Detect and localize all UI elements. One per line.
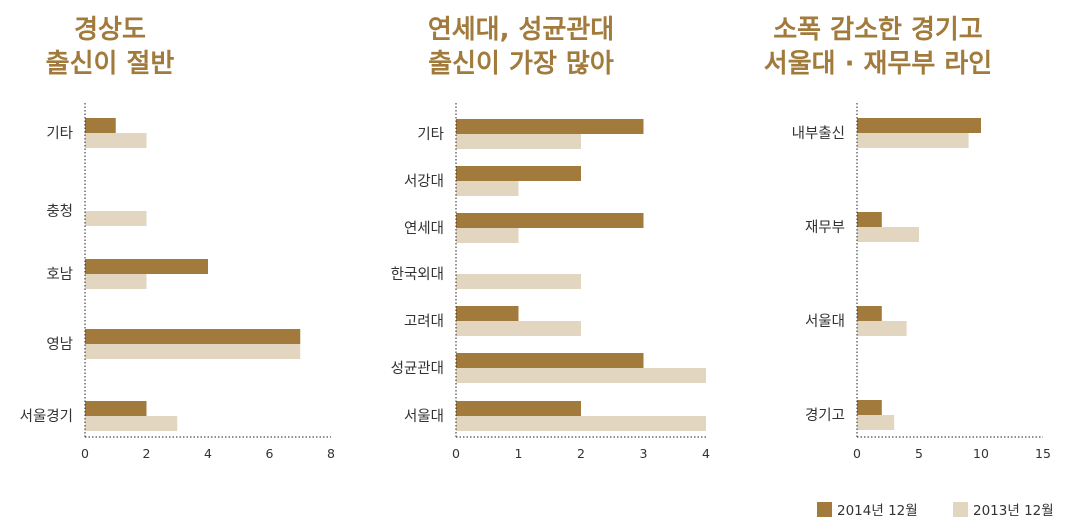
bar-2013 [857, 321, 907, 336]
category-label: 경기고 [805, 407, 845, 424]
bar-2013 [456, 134, 581, 149]
chart-title-line: 연세대, 성균관대 [428, 15, 614, 45]
category-label: 기타 [417, 126, 444, 143]
bar-2014 [456, 119, 644, 134]
bar-2013 [456, 416, 706, 431]
x-tick-label: 6 [266, 446, 274, 461]
x-tick-label: 4 [702, 446, 710, 461]
bar-2014 [85, 401, 147, 416]
bar-2014 [857, 212, 882, 227]
category-label: 호남 [46, 266, 73, 283]
bar-2013 [857, 133, 969, 148]
legend-label-2013: 2013년 12월 [973, 503, 1054, 519]
x-tick-label: 0 [853, 446, 861, 461]
bar-2013 [456, 368, 706, 383]
chart-title-line: 출신이 가장 많아 [428, 49, 614, 79]
bar-2013 [456, 274, 581, 289]
category-label: 한국외대 [391, 266, 444, 283]
x-tick-label: 8 [327, 446, 335, 461]
bar-2014 [857, 306, 882, 321]
chart-title-line: 경상도 [74, 15, 146, 45]
bar-2014 [456, 353, 644, 368]
category-label: 영남 [46, 336, 73, 353]
legend-swatch-2014 [817, 502, 832, 517]
category-label: 충청 [46, 203, 73, 220]
category-label: 기타 [46, 125, 73, 142]
x-tick-label: 0 [452, 446, 460, 461]
x-tick-label: 0 [81, 446, 89, 461]
chart-title-line: 소폭 감소한 경기고 [773, 15, 982, 45]
bar-2013 [456, 321, 581, 336]
category-label: 재무부 [805, 219, 845, 236]
category-label: 서울대 [805, 313, 845, 330]
x-tick-label: 5 [915, 446, 923, 461]
legend-swatch-2013 [953, 502, 968, 517]
legend-label-2014: 2014년 12월 [837, 503, 918, 519]
x-tick-label: 1 [515, 446, 523, 461]
x-tick-label: 2 [143, 446, 151, 461]
bar-2014 [456, 401, 581, 416]
bar-2014 [456, 166, 581, 181]
bar-2014 [857, 118, 981, 133]
bar-2014 [857, 400, 882, 415]
bar-2013 [85, 344, 301, 359]
bar-2013 [857, 227, 919, 242]
category-label: 서울대 [404, 408, 444, 425]
category-label: 성균관대 [391, 360, 444, 377]
x-tick-label: 2 [577, 446, 585, 461]
legend: 2014년 12월 2013년 12월 [817, 502, 1054, 519]
bar-2013 [85, 274, 147, 289]
bar-2013 [456, 181, 519, 196]
bar-2014 [85, 118, 116, 133]
category-label: 서울경기 [20, 408, 73, 425]
bar-2014 [85, 259, 208, 274]
category-label: 연세대 [404, 220, 444, 237]
bar-2013 [85, 416, 178, 431]
bar-2013 [85, 133, 147, 148]
x-tick-label: 10 [973, 446, 989, 461]
bar-2014 [456, 306, 519, 321]
chart-title-line: 서울대 · 재무부 라인 [764, 49, 992, 79]
bar-2013 [85, 211, 147, 226]
x-tick-label: 15 [1035, 446, 1051, 461]
x-tick-label: 3 [640, 446, 648, 461]
bar-2013 [857, 415, 895, 430]
bar-2014 [85, 329, 301, 344]
category-label: 고려대 [404, 313, 444, 330]
bar-2014 [456, 213, 644, 228]
category-label: 내부출신 [792, 125, 845, 142]
category-label: 서강대 [404, 173, 444, 190]
x-tick-label: 4 [204, 446, 212, 461]
bar-2013 [456, 228, 519, 243]
chart-title-line: 출신이 절반 [46, 49, 175, 79]
